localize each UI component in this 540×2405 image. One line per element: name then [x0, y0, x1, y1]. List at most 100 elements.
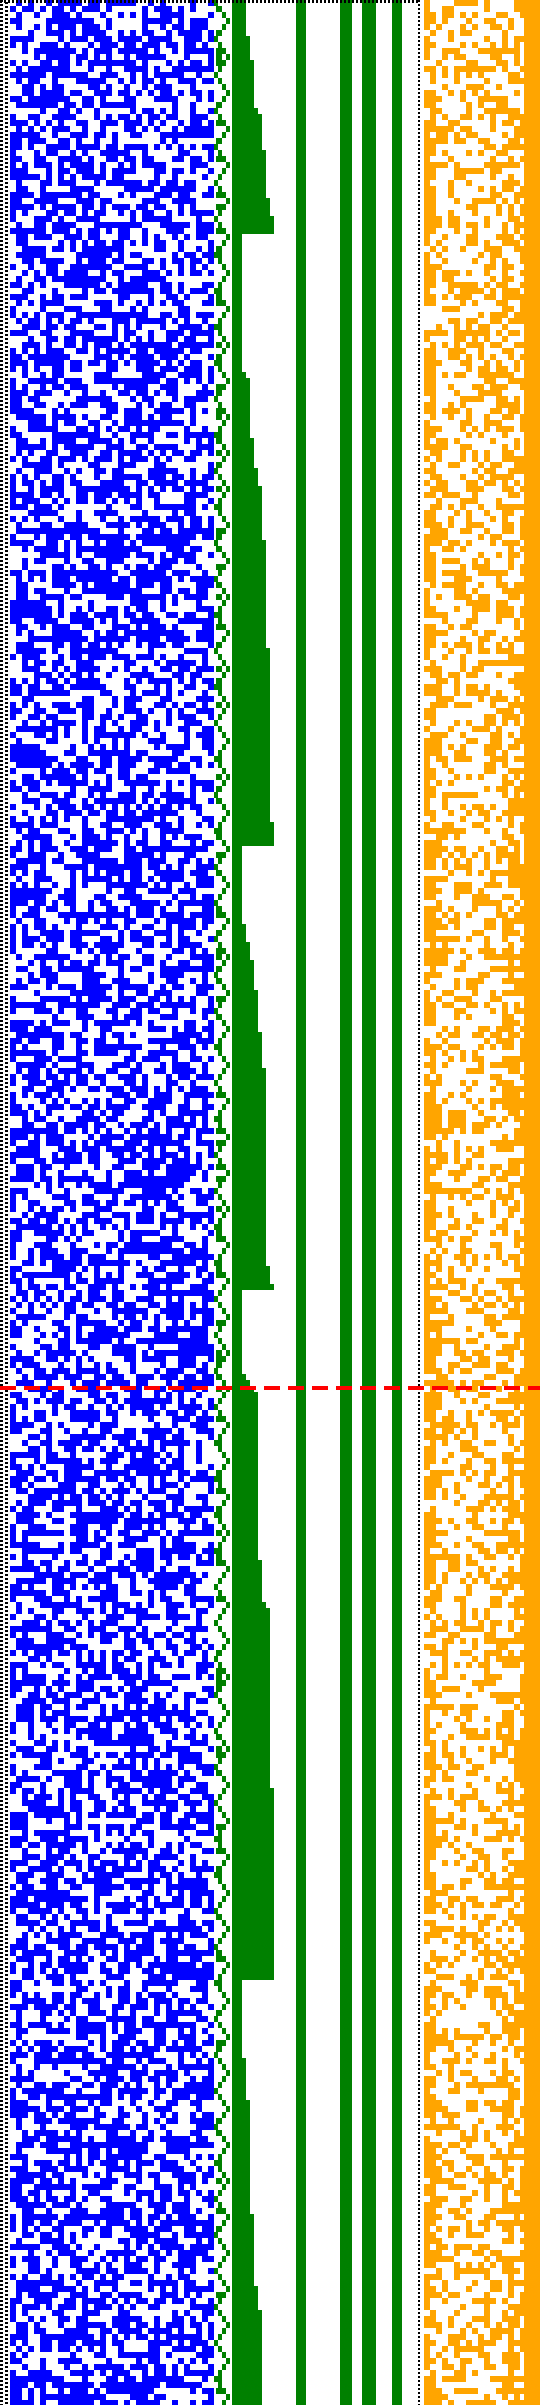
blue-cell-run — [10, 2304, 16, 2310]
stair-fill-cell — [232, 174, 266, 180]
blue-cell-run — [130, 1500, 142, 1506]
blue-cell-run — [82, 726, 88, 732]
stair-fill-cell — [232, 2382, 262, 2388]
stair-zigzag-cell — [222, 2388, 226, 2394]
stair-zigzag-cell — [222, 2064, 226, 2070]
stair-fill-cell — [232, 1044, 262, 1050]
blue-cell-run — [10, 474, 16, 480]
blue-cell-run — [52, 480, 64, 486]
blue-cell-run — [208, 798, 214, 804]
blue-cell-run — [64, 1356, 70, 1362]
blue-cell-run — [112, 240, 124, 246]
orange-cell — [514, 138, 520, 144]
blue-cell-run — [58, 162, 64, 168]
blue-cell-run — [70, 1998, 76, 2004]
blue-cell-run — [178, 210, 184, 216]
blue-cell-run — [130, 2100, 136, 2106]
blue-cell-run — [40, 768, 46, 774]
blue-cell-run — [70, 2106, 88, 2112]
stair-edge-cell — [216, 2226, 222, 2232]
stair-zigzag-cell — [222, 744, 226, 750]
blue-cell-run — [178, 762, 190, 768]
blue-cell-run — [124, 666, 130, 672]
stair-fill-cell — [232, 804, 270, 810]
blue-cell-run — [154, 2208, 166, 2214]
orange-cell — [508, 240, 514, 246]
stair-fill-cell — [232, 408, 250, 414]
blue-cell-run — [106, 1752, 118, 1758]
blue-cell-run — [10, 1896, 28, 1902]
blue-cell-run — [100, 120, 118, 126]
blue-cell-run — [64, 666, 70, 672]
blue-cell-run — [190, 948, 196, 954]
stair-zigzag-cell — [218, 318, 222, 324]
stair-zigzag-cell — [226, 990, 230, 996]
orange-cell — [442, 246, 448, 252]
orange-cell — [490, 318, 496, 324]
stair-edge-cell — [216, 1506, 222, 1512]
orange-cell — [508, 348, 514, 354]
blue-cell-run — [124, 858, 142, 864]
blue-cell-run — [10, 2178, 34, 2184]
orange-cell — [520, 384, 526, 390]
orange-cell — [520, 120, 526, 126]
blue-cell-run — [136, 366, 154, 372]
blue-cell-run — [160, 528, 172, 534]
blue-cell-run — [136, 486, 142, 492]
blue-cell-run — [52, 1518, 64, 1524]
blue-cell-run — [88, 1566, 94, 1572]
blue-cell-run — [22, 2040, 28, 2046]
blue-cell-run — [196, 216, 202, 222]
blue-cell-run — [118, 2352, 160, 2358]
orange-cell — [466, 432, 472, 438]
blue-cell-run — [160, 132, 214, 138]
blue-cell-run — [142, 1986, 148, 1992]
blue-cell-run — [130, 78, 136, 84]
blue-cell-run — [154, 192, 172, 198]
stair-edge-cell — [216, 834, 222, 840]
blue-cell-run — [22, 792, 28, 798]
stair-fill-cell — [232, 180, 266, 186]
blue-cell-run — [70, 876, 76, 882]
blue-cell-run — [124, 2082, 130, 2088]
blue-cell-run — [10, 1668, 16, 1674]
blue-cell-run — [136, 1566, 154, 1572]
blue-cell-run — [28, 2268, 40, 2274]
blue-cell-run — [28, 2094, 40, 2100]
blue-cell-run — [10, 1104, 22, 1110]
stair-zigzag-cell — [218, 1518, 222, 1524]
stair-zigzag-cell — [218, 1050, 222, 1056]
blue-cell-run — [76, 1356, 82, 1362]
stair-fill-cell — [232, 2226, 254, 2232]
blue-cell-run — [190, 1932, 208, 1938]
stair-fill-cell — [232, 726, 270, 732]
blue-cell-run — [46, 1122, 58, 1128]
blue-cell-run — [76, 1008, 88, 1014]
blue-cell-run — [112, 2028, 118, 2034]
blue-cell-run — [88, 1824, 100, 1830]
blue-cell-run — [58, 1542, 64, 1548]
blue-cell-run — [148, 1302, 160, 1308]
blue-cell-run — [82, 2304, 88, 2310]
blue-cell-run — [52, 1020, 70, 1026]
orange-cell — [430, 384, 436, 390]
blue-cell-run — [58, 240, 64, 246]
blue-cell-run — [148, 1128, 160, 1134]
stair-fill-cell — [232, 1608, 270, 1614]
blue-cell-run — [130, 1512, 142, 1518]
stair-zigzag-cell — [222, 420, 226, 426]
blue-cell-run — [166, 2382, 202, 2388]
stair-zigzag-cell — [222, 1992, 226, 1998]
blue-cell-run — [172, 1422, 178, 1428]
orange-cell — [514, 90, 520, 96]
blue-cell-run — [10, 2196, 28, 2202]
blue-cell-run — [202, 960, 214, 966]
blue-cell-run — [112, 1308, 148, 1314]
orange-cell — [448, 414, 454, 420]
blue-cell-run — [88, 1812, 100, 1818]
blue-cell-run — [124, 696, 142, 702]
blue-cell-run — [58, 1848, 70, 1854]
stair-zigzag-cell — [222, 1272, 226, 1278]
blue-cell-run — [118, 792, 136, 798]
blue-cell-run — [10, 1206, 16, 1212]
